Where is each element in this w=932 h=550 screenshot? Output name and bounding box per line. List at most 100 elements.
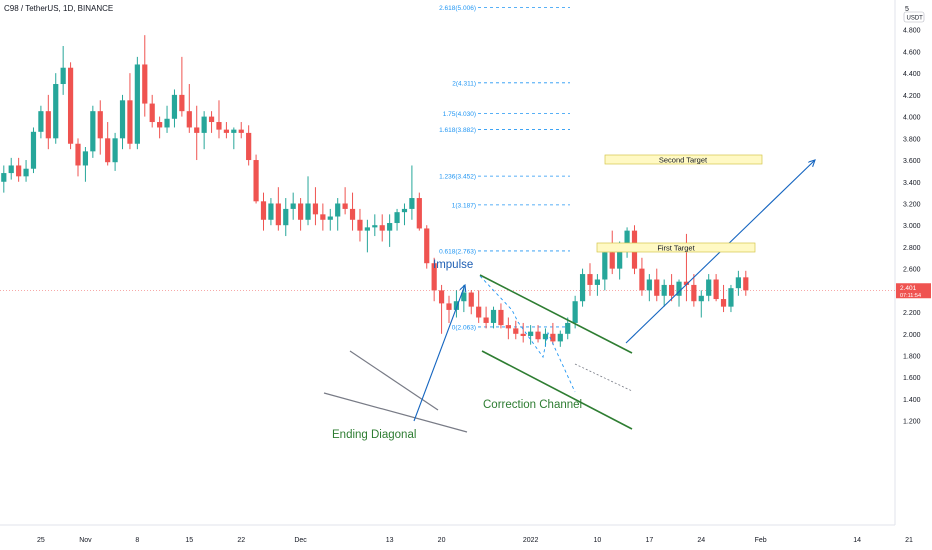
candle-body xyxy=(179,94,185,112)
candle-body xyxy=(661,284,667,296)
x-tick-label: Feb xyxy=(755,537,767,544)
correction-channel-label: Correction Channel xyxy=(483,399,582,411)
candle-body xyxy=(335,203,341,217)
wedge-upper-line xyxy=(349,350,439,411)
x-tick-label: 25 xyxy=(37,537,45,544)
candle-body xyxy=(639,268,645,291)
y-tick-label: 3.800 xyxy=(903,136,921,143)
x-tick-label: 10 xyxy=(594,537,602,544)
x-tick-label: 22 xyxy=(237,537,245,544)
candle-body xyxy=(728,288,734,307)
channel-mid-line xyxy=(574,363,633,392)
x-tick-label: 24 xyxy=(697,537,705,544)
fib-level-label: 2(4.311) xyxy=(452,80,476,87)
current-price-badge xyxy=(896,283,931,299)
candle-body xyxy=(171,94,178,119)
candle-body xyxy=(45,111,51,139)
candle-body xyxy=(372,225,378,228)
x-tick-label: 8 xyxy=(135,537,139,544)
candle-body xyxy=(290,203,296,209)
candle-body xyxy=(387,223,393,231)
candle-body xyxy=(498,309,504,326)
x-tick-label: 20 xyxy=(438,537,446,544)
candle-body xyxy=(357,219,363,231)
candle-body xyxy=(394,212,400,224)
candle-body xyxy=(669,284,675,296)
candle-body xyxy=(468,292,474,307)
y-tick-label: 1.400 xyxy=(903,397,921,404)
y-tick-label: 2.000 xyxy=(903,332,921,339)
candle-body xyxy=(490,309,497,323)
candle-body xyxy=(238,129,244,133)
impulse-arrow xyxy=(413,285,465,422)
candle-body xyxy=(90,111,96,152)
channel-lower-line xyxy=(481,350,633,430)
candle-body xyxy=(483,317,489,323)
candle-body xyxy=(416,198,422,229)
candle-body xyxy=(431,263,437,291)
candle-body xyxy=(53,84,59,139)
candle-body xyxy=(602,252,608,280)
candle-body xyxy=(513,328,519,334)
x-tick-label: 13 xyxy=(386,537,394,544)
y-tick-label: 4.000 xyxy=(903,115,921,122)
wedge-lower-line xyxy=(323,392,468,433)
currency-badge xyxy=(903,11,925,23)
candle-body xyxy=(298,203,304,220)
fib-level-label: 1.236(3.452) xyxy=(439,174,476,181)
candle-body xyxy=(16,165,22,177)
candle-body xyxy=(579,274,586,302)
candle-body xyxy=(119,100,126,139)
candle-body xyxy=(82,151,89,166)
y-tick-label: 2.600 xyxy=(903,267,921,274)
candle-body xyxy=(409,198,415,209)
ending-diagonal-label: Ending Diagonal xyxy=(332,429,416,441)
candle-body xyxy=(260,201,267,220)
fib-level-label: 1.75(4.030) xyxy=(443,111,476,118)
candle-body xyxy=(557,333,563,342)
candle-body xyxy=(438,290,445,304)
second-target-box xyxy=(604,154,763,165)
candle-body xyxy=(1,173,7,182)
candle-body xyxy=(312,203,319,215)
candle-body xyxy=(550,333,556,342)
fib-level-label: 1(3.187) xyxy=(452,202,476,209)
candle-body xyxy=(134,64,140,144)
y-tick-label: 4.200 xyxy=(903,93,921,100)
second-target-label: Second Target xyxy=(659,156,708,165)
candle-body xyxy=(97,111,103,139)
candle-body xyxy=(201,116,207,133)
candle-body xyxy=(476,306,482,318)
first-target-label: First Target xyxy=(657,244,695,253)
candle-body xyxy=(186,111,192,128)
candle-body xyxy=(105,138,111,163)
candle-body xyxy=(565,322,571,334)
y-tick-label: 1.600 xyxy=(903,375,921,382)
candle-body xyxy=(698,295,704,302)
candle-body xyxy=(528,331,534,336)
candle-body xyxy=(706,279,712,296)
y-tick-label: 1.200 xyxy=(903,419,921,426)
candle-body xyxy=(424,228,430,264)
chart-title: C98 / TetherUS, 1D, BINANCE xyxy=(4,4,114,13)
candle-body xyxy=(379,225,385,231)
candle-body xyxy=(223,129,229,133)
x-tick-label: 21 xyxy=(905,537,913,544)
impulse-label: Impulse xyxy=(433,259,473,271)
fib-level-label: 0(2.063) xyxy=(452,324,476,331)
y-tick-label: 3.600 xyxy=(903,158,921,165)
candle-body xyxy=(624,230,630,250)
candle-body xyxy=(305,203,311,220)
x-tick-label: 17 xyxy=(645,537,653,544)
candle-body xyxy=(617,249,623,269)
candle-body xyxy=(149,103,155,123)
y-tick-label: 3.200 xyxy=(903,201,921,208)
candle-body xyxy=(275,203,281,226)
candle-body xyxy=(142,64,148,104)
candle-body xyxy=(461,292,467,302)
candle-body xyxy=(542,333,549,340)
candle-body xyxy=(8,165,14,174)
y-tick-label: 5 xyxy=(905,6,909,13)
y-tick-label: 4.800 xyxy=(903,28,921,35)
